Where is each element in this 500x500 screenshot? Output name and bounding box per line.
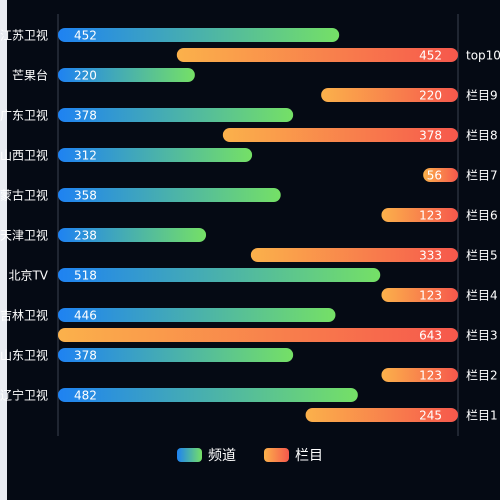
channel-category-label: 北京TV	[8, 269, 48, 283]
program-bar[interactable]	[381, 288, 458, 302]
program-bar-value: 333	[419, 249, 442, 263]
program-bar[interactable]	[381, 368, 458, 382]
legend-swatch-program	[264, 448, 289, 462]
channel-bar[interactable]	[58, 228, 207, 242]
channel-bar[interactable]	[58, 108, 294, 122]
legend: 频道 栏目	[0, 443, 500, 467]
program-bar[interactable]	[222, 128, 458, 142]
channel-bar-value: 452	[74, 29, 97, 43]
program-category-label: 栏目1	[466, 408, 498, 423]
channel-bar-value: 446	[74, 309, 97, 323]
legend-item-channel[interactable]: 频道	[177, 445, 236, 465]
channel-category-label: 山西卫视	[0, 148, 48, 163]
window-edge-strip	[0, 0, 7, 500]
program-bar[interactable]	[58, 328, 458, 342]
legend-swatch-channel	[177, 448, 202, 462]
channel-category-label: 蒙古卫视	[0, 188, 48, 203]
program-bar-value: 452	[419, 49, 442, 63]
program-bar-value: 220	[419, 89, 442, 103]
program-category-label: 栏目8	[466, 128, 498, 143]
legend-label-program: 栏目	[295, 448, 323, 464]
program-category-label: 栏目4	[466, 288, 498, 303]
channel-bar-value: 378	[74, 109, 97, 123]
program-bar[interactable]	[250, 248, 458, 262]
program-category-label: 栏目9	[466, 88, 498, 103]
program-category-label: top10	[466, 49, 500, 63]
program-bar[interactable]	[305, 408, 458, 422]
channel-bar-value: 312	[74, 149, 97, 163]
legend-item-program[interactable]: 栏目	[264, 445, 323, 465]
channel-bar[interactable]	[58, 28, 340, 42]
program-bar[interactable]	[176, 48, 458, 62]
program-bar[interactable]	[423, 168, 458, 182]
program-category-label: 栏目7	[466, 168, 498, 183]
program-bar-value: 123	[419, 289, 442, 303]
channel-bar[interactable]	[58, 388, 358, 402]
program-bar-value: 123	[419, 369, 442, 383]
channel-bar-value: 358	[74, 189, 97, 203]
channel-category-label: 辽宁卫视	[0, 388, 48, 403]
channel-category-label: 广东卫视	[0, 108, 48, 123]
channel-bar-value: 518	[74, 269, 97, 283]
program-bar-value: 245	[419, 409, 442, 423]
channel-category-label: 吉林卫视	[0, 308, 48, 323]
program-bar-value: 56	[427, 169, 442, 183]
program-bar[interactable]	[321, 88, 458, 102]
channel-bar[interactable]	[58, 188, 281, 202]
channel-bar-value: 238	[74, 229, 97, 243]
program-bar-value: 378	[419, 129, 442, 143]
channel-bar-value: 482	[74, 389, 97, 403]
program-bar-value: 123	[419, 209, 442, 223]
program-bar[interactable]	[381, 208, 458, 222]
channel-bar[interactable]	[58, 308, 336, 322]
channel-bar-value: 378	[74, 349, 97, 363]
channel-bar-value: 220	[74, 69, 97, 83]
channel-bar[interactable]	[58, 268, 381, 282]
program-category-label: 栏目3	[466, 328, 498, 343]
program-category-label: 栏目5	[466, 248, 498, 263]
program-category-label: 栏目6	[466, 208, 498, 223]
channel-bar[interactable]	[58, 68, 195, 82]
channel-category-label: 芒果台	[12, 68, 48, 83]
channel-category-label: 江苏卫视	[0, 28, 48, 43]
channel-category-label: 天津卫视	[0, 228, 48, 243]
program-bar-value: 643	[419, 329, 442, 343]
program-category-label: 栏目2	[466, 368, 498, 383]
channel-bar[interactable]	[58, 148, 253, 162]
legend-label-channel: 频道	[208, 448, 236, 464]
channel-category-label: 山东卫视	[0, 348, 48, 363]
channel-bar[interactable]	[58, 348, 294, 362]
